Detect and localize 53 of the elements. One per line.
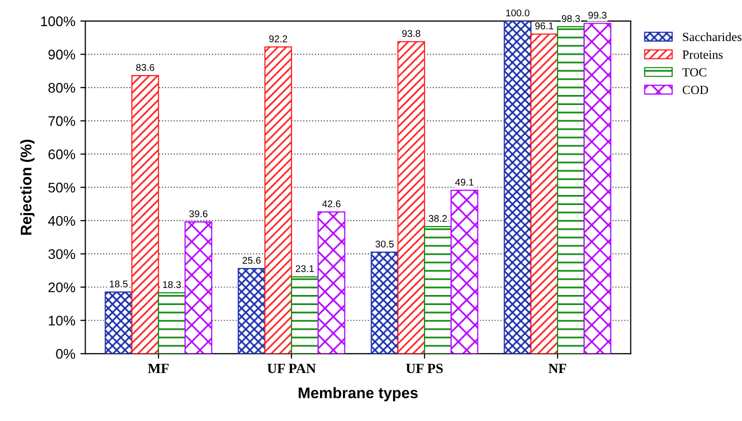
legend-label: Proteins [682,50,723,59]
y-tick-label: 30% [48,249,76,260]
bar [504,21,532,354]
x-tick-label: NF [548,364,566,373]
data-label: 42.6 [322,200,340,208]
data-label: 93.8 [402,30,420,37]
data-label: 25.6 [242,256,261,264]
bar [158,292,186,354]
data-label: 96.1 [535,22,554,30]
bar [450,190,478,354]
y-tick-label: 20% [48,282,76,292]
legend-label: Saccharides [683,32,742,42]
bar [318,211,346,354]
y-tick-label: 70% [48,116,76,126]
data-label: 38.2 [428,215,447,222]
data-label: 23.1 [296,265,314,272]
data-label: 99.3 [588,12,606,19]
x-tick-label: UF PAN [267,364,316,374]
x-axis-title: Membrane types [298,387,418,402]
data-label: 30.5 [376,240,394,248]
bar [584,22,612,354]
legend-label: COD [682,86,708,94]
bar [370,252,398,354]
bar [530,33,558,354]
bar [264,46,292,354]
y-axis-title: Rejection (%) [20,140,35,235]
bar [131,75,160,354]
y-tick-label: 60% [48,149,76,160]
data-label: 98.3 [562,15,580,22]
bar [397,41,426,354]
data-label: 49.1 [455,178,474,186]
data-label: 92.2 [269,35,288,42]
y-tick-label: 40% [48,216,76,226]
bar [184,221,212,354]
x-tick-label: UF PS [406,364,443,374]
y-tick-label: 90% [48,50,76,60]
data-label: 100.0 [506,9,530,16]
bar [238,268,266,354]
legend-label: TOC [682,68,706,76]
data-label: 83.6 [136,64,154,71]
bar [290,276,319,354]
y-tick-label: 10% [48,316,76,326]
bar [104,292,132,354]
y-tick-label: 100% [41,16,76,26]
y-tick-label: 50% [48,182,76,193]
data-label: 18.3 [163,281,181,288]
y-tick-label: 80% [48,82,76,93]
y-tick-label: 0% [56,348,76,359]
bar [556,26,585,354]
data-label: 39.6 [189,210,208,218]
bar [424,226,452,354]
x-tick-label: MF [148,364,169,373]
data-label: 18.5 [110,280,128,288]
